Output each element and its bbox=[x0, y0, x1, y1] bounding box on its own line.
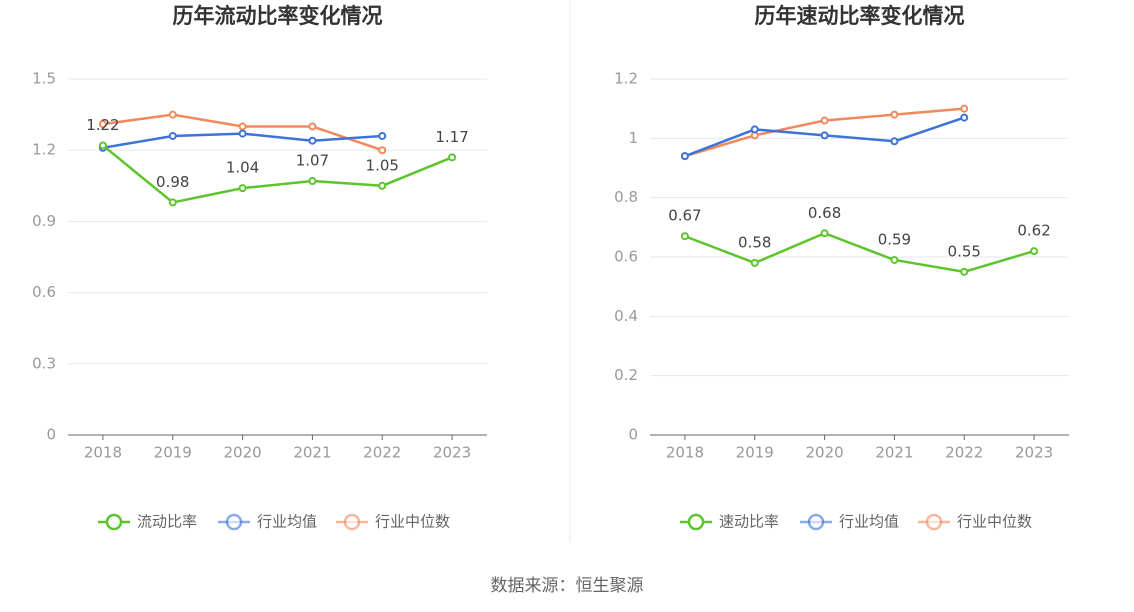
data-point bbox=[890, 255, 899, 264]
x-tick-label: 2018 bbox=[84, 444, 122, 462]
legend-label: 行业中位数 bbox=[957, 513, 1032, 531]
x-tick-label: 2020 bbox=[223, 444, 261, 462]
data-point bbox=[168, 198, 177, 207]
x-tick-label: 2018 bbox=[666, 444, 704, 462]
y-tick-label: 0.8 bbox=[614, 188, 638, 206]
legend-marker bbox=[925, 513, 943, 531]
data-label: 1.22 bbox=[86, 116, 119, 134]
data-point bbox=[820, 229, 829, 238]
data-point bbox=[680, 232, 689, 241]
x-tick-label: 2019 bbox=[154, 444, 192, 462]
y-tick-label: 1.5 bbox=[32, 70, 56, 88]
y-tick-label: 0.6 bbox=[614, 248, 638, 266]
y-tick-label: 0.9 bbox=[32, 212, 56, 230]
chart-title: 历年速动比率变化情况 bbox=[755, 4, 965, 28]
data-point bbox=[378, 181, 387, 190]
y-tick-label: 0.2 bbox=[614, 366, 638, 384]
y-tick-label: 0.6 bbox=[32, 283, 56, 301]
legend-label: 流动比率 bbox=[137, 513, 197, 531]
legend-label: 行业均值 bbox=[839, 513, 899, 531]
data-label: 0.58 bbox=[738, 233, 771, 251]
legend-marker bbox=[105, 513, 123, 531]
data-point bbox=[960, 113, 969, 122]
legend-label: 行业均值 bbox=[257, 513, 317, 531]
y-tick-label: 1.2 bbox=[32, 141, 56, 159]
data-point bbox=[1030, 247, 1039, 256]
x-tick-label: 2019 bbox=[736, 444, 774, 462]
x-tick-label: 2022 bbox=[363, 444, 401, 462]
data-point bbox=[238, 122, 247, 131]
legend-marker bbox=[807, 513, 825, 531]
data-point bbox=[890, 137, 899, 146]
data-point bbox=[98, 120, 107, 129]
data-label: 0.62 bbox=[1017, 222, 1050, 240]
y-tick-label: 0.4 bbox=[614, 307, 638, 325]
data-label: 0.67 bbox=[668, 207, 701, 225]
x-tick-label: 2022 bbox=[945, 444, 983, 462]
legend-marker bbox=[687, 513, 705, 531]
data-label: 0.68 bbox=[808, 204, 841, 222]
y-tick-label: 0 bbox=[628, 426, 638, 444]
data-label: 1.07 bbox=[296, 152, 329, 170]
data-point bbox=[238, 184, 247, 193]
y-tick-label: 1.2 bbox=[614, 70, 638, 88]
x-tick-label: 2023 bbox=[433, 444, 471, 462]
y-tick-label: 0.3 bbox=[32, 354, 56, 372]
data-point bbox=[308, 136, 317, 145]
data-point bbox=[750, 258, 759, 267]
data-point bbox=[820, 131, 829, 140]
y-tick-label: 1 bbox=[628, 129, 638, 147]
data-point bbox=[448, 153, 457, 162]
data-point bbox=[378, 146, 387, 155]
data-label: 1.17 bbox=[435, 128, 468, 146]
series-line bbox=[684, 231, 1035, 274]
legend-label: 行业中位数 bbox=[375, 513, 450, 531]
data-label: 0.59 bbox=[878, 230, 911, 248]
data-label: 1.05 bbox=[366, 156, 399, 174]
data-point bbox=[820, 116, 829, 125]
data-point bbox=[960, 104, 969, 113]
data-label: 0.55 bbox=[948, 242, 981, 260]
x-tick-label: 2021 bbox=[875, 444, 913, 462]
data-point bbox=[680, 152, 689, 161]
y-tick-label: 0 bbox=[46, 426, 56, 444]
legend-label: 速动比率 bbox=[719, 513, 779, 531]
series-line bbox=[102, 144, 453, 204]
data-label: 1.04 bbox=[226, 159, 259, 177]
data-point bbox=[308, 122, 317, 131]
x-tick-label: 2021 bbox=[293, 444, 331, 462]
data-point bbox=[960, 267, 969, 276]
data-point bbox=[168, 110, 177, 119]
data-point bbox=[890, 110, 899, 119]
source-note: 数据来源：恒生聚源 bbox=[491, 576, 644, 596]
legend-marker bbox=[225, 513, 243, 531]
data-point bbox=[308, 177, 317, 186]
x-tick-label: 2020 bbox=[805, 444, 843, 462]
data-point bbox=[98, 141, 107, 150]
data-point bbox=[168, 131, 177, 140]
data-point bbox=[378, 131, 387, 140]
chart-title: 历年流动比率变化情况 bbox=[173, 4, 383, 28]
data-point bbox=[238, 129, 247, 138]
data-label: 0.98 bbox=[156, 173, 189, 191]
data-point bbox=[750, 125, 759, 134]
x-tick-label: 2023 bbox=[1015, 444, 1053, 462]
legend-marker bbox=[343, 513, 361, 531]
